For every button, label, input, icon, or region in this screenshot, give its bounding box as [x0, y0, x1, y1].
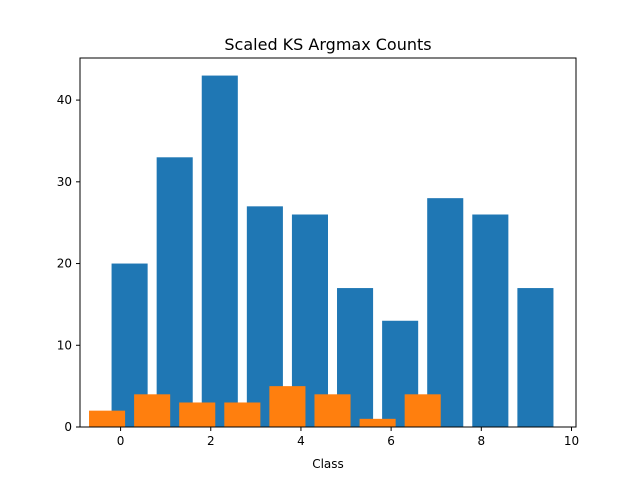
y-tick-label: 30: [57, 175, 72, 189]
x-tick-label: 0: [117, 434, 125, 448]
bar-series2-0: [89, 410, 126, 427]
bar-series2-4: [269, 386, 306, 427]
bar-series2-3: [224, 402, 261, 427]
x-axis-label: Class: [312, 457, 344, 471]
x-axis: 0 2 4 6 8 10: [117, 427, 579, 448]
plot-frame: [79, 57, 577, 428]
y-tick-label: 40: [57, 93, 72, 107]
chart-title: Scaled KS Argmax Counts: [224, 35, 431, 54]
bar-series2-2: [179, 402, 216, 427]
bar-series1-1: [156, 157, 193, 427]
bars-layer: [89, 75, 554, 428]
y-axis: 0 10 20 30 40: [57, 93, 80, 434]
bar-series2-6: [359, 418, 396, 427]
y-tick-label: 20: [57, 257, 72, 271]
x-tick-label: 6: [387, 434, 395, 448]
x-tick-label: 2: [207, 434, 215, 448]
x-tick-label: 4: [297, 434, 305, 448]
bar-series2-1: [134, 394, 171, 427]
bar-series1-2: [201, 75, 238, 428]
y-tick-label: 10: [57, 338, 72, 352]
y-tick-label: 0: [64, 420, 72, 434]
x-tick-label: 8: [477, 434, 485, 448]
x-tick-label: 10: [564, 434, 579, 448]
bar-series1-7: [427, 198, 464, 427]
bar-series2-5: [314, 394, 351, 427]
bar-series1-9: [517, 288, 554, 427]
bar-series1-8: [472, 214, 509, 427]
bar-series2-7: [404, 394, 441, 427]
